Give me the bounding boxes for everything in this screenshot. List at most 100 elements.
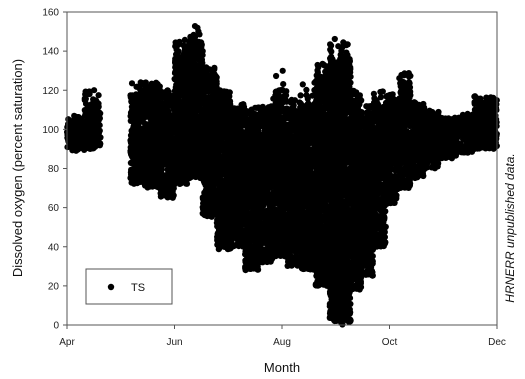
data-point [210,68,217,75]
data-point [243,132,250,139]
data-point [216,170,223,177]
data-point [142,170,149,178]
data-point [190,78,197,85]
data-point [161,186,168,193]
data-point [232,119,239,126]
data-point [157,156,164,163]
data-point [134,83,141,90]
data-point [127,113,134,120]
data-point [95,130,102,137]
data-point [181,53,188,60]
data-point [163,108,170,115]
data-point [146,160,153,167]
data-point [229,157,236,164]
data-point [199,136,206,143]
data-point [171,174,178,181]
data-point [144,133,151,140]
data-point [242,197,249,205]
data-point [172,64,179,71]
data-point [190,37,197,44]
data-point [188,116,195,124]
data-point [214,221,221,228]
data-point [142,83,149,90]
data-point [172,102,179,109]
data-point [93,140,100,147]
data-point [213,79,220,86]
data-point [258,144,265,151]
data-point [151,123,158,130]
data-point [261,208,268,215]
data-point [190,97,197,104]
data-point [141,88,148,95]
data-point [262,179,269,186]
data-point [244,123,251,130]
data-point [231,215,238,222]
data-point [130,176,137,183]
data-point [258,199,265,206]
data-point [132,101,139,109]
data-point [215,236,222,243]
data-point [207,173,214,180]
data-point [151,98,158,105]
data-point [244,110,251,117]
data-point [245,156,252,164]
data-point [204,213,211,220]
data-point [81,144,89,151]
data-point [166,161,173,169]
data-point [246,213,253,220]
data-point [187,47,195,54]
data-point [222,163,229,171]
data-point [242,238,249,245]
data-point [88,141,95,148]
data-point [220,222,227,229]
data-point [199,195,206,202]
data-point [90,96,97,103]
data-point [260,238,267,245]
data-point [135,172,142,179]
data-point [174,97,181,104]
data-point [94,110,101,117]
data-point [261,169,268,176]
data-point [262,247,269,254]
data-point [187,123,194,130]
data-point [242,227,249,234]
data-point [190,71,197,78]
data-point [166,98,173,105]
data-point [208,115,215,122]
data-point [200,113,207,120]
data-point [200,151,207,158]
data-point [216,245,223,252]
data-point [242,174,249,181]
data-point [228,197,235,204]
data-point [174,76,181,83]
data-point [231,105,238,112]
data-point [84,109,91,116]
data-point [232,129,239,136]
data-point [82,88,89,95]
data-point [246,258,253,265]
data-point [150,178,157,186]
data-point [76,143,84,150]
data-point [165,173,172,180]
data-point [145,105,152,112]
data-point [131,118,139,125]
data-point [232,169,239,176]
data-point [85,128,92,135]
data-point [134,180,141,187]
data-point [207,180,214,187]
data-point [150,105,157,112]
data-point [65,137,72,144]
data-point [196,70,203,77]
data-point [214,134,221,141]
data-point [259,193,266,200]
data-point [65,116,72,123]
data-point [129,128,136,135]
data-point [247,149,254,156]
data-point [186,174,193,182]
data-points [64,23,500,328]
data-point [205,120,212,127]
data-point [89,107,96,115]
data-point [151,148,159,155]
data-point [89,116,97,123]
